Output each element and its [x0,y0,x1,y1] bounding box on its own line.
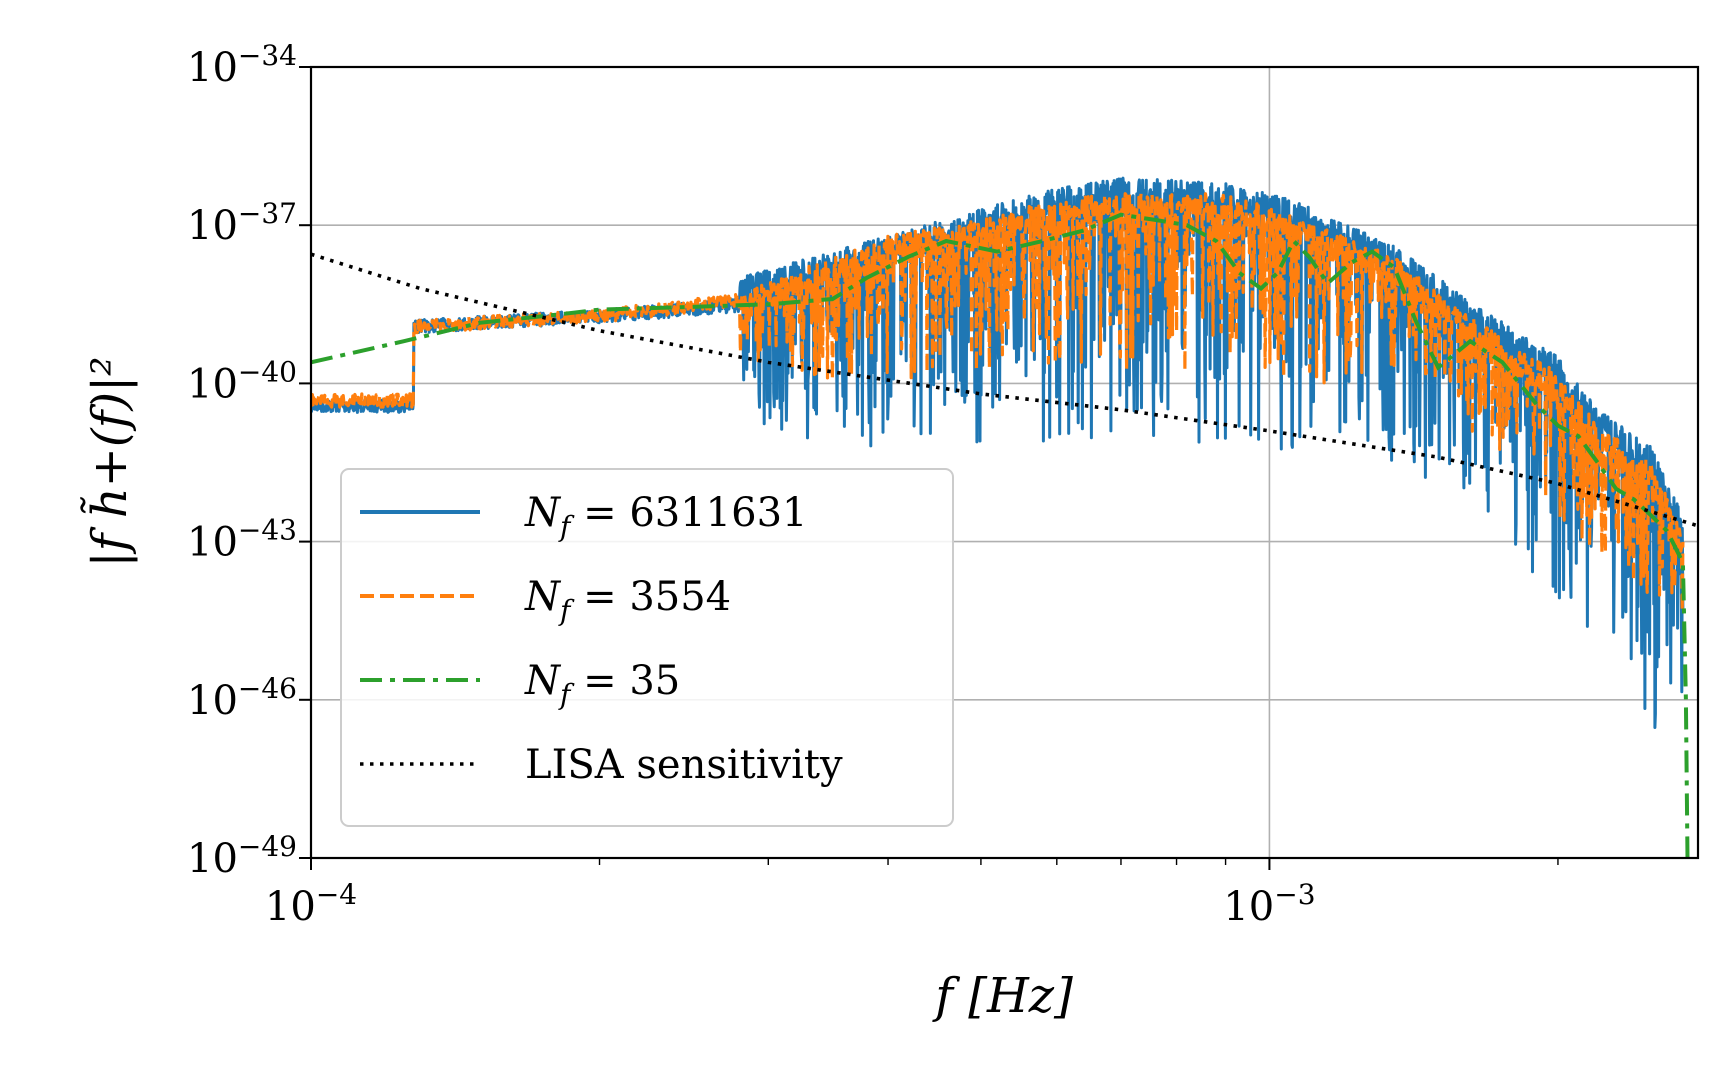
legend-label-1: Nf = 3554 [524,574,731,627]
legend-label-2: Nf = 35 [524,658,680,711]
legend-label-3: LISA sensitivity [525,742,843,788]
y-axis-title: |f h̃+(f)|² [79,357,138,568]
x-axis-title: f [Hz] [932,968,1073,1024]
